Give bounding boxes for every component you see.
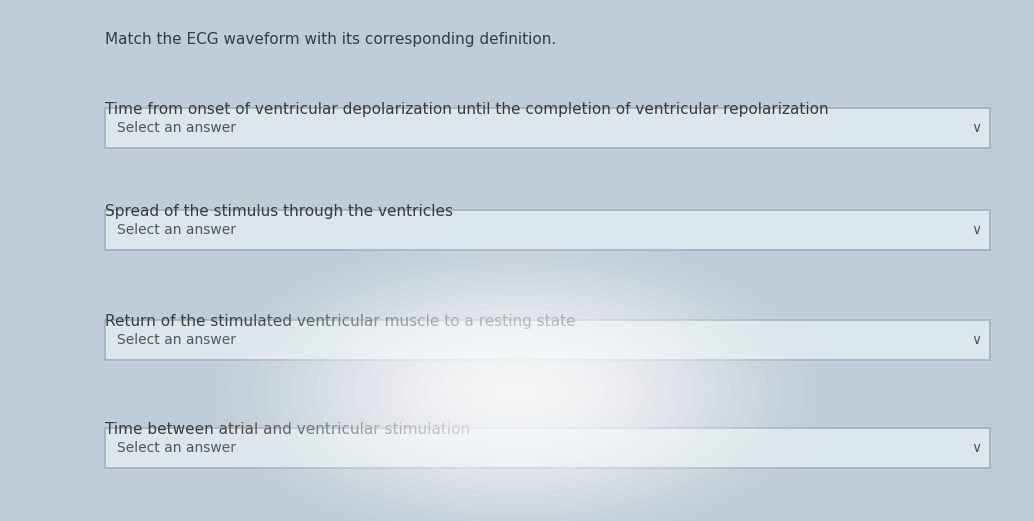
FancyBboxPatch shape (105, 108, 990, 148)
Circle shape (293, 278, 741, 504)
Circle shape (330, 296, 704, 485)
Circle shape (443, 353, 591, 428)
Text: Match the ECG waveform with its corresponding definition.: Match the ECG waveform with its correspo… (105, 32, 556, 47)
Circle shape (317, 290, 717, 491)
Circle shape (367, 315, 667, 466)
FancyBboxPatch shape (105, 210, 990, 250)
Text: Time from onset of ventricular depolarization until the completion of ventricula: Time from onset of ventricular depolariz… (105, 102, 828, 117)
FancyBboxPatch shape (105, 320, 990, 360)
Circle shape (430, 347, 604, 435)
Circle shape (392, 328, 642, 454)
Circle shape (379, 321, 655, 460)
Circle shape (355, 309, 679, 473)
Text: ∨: ∨ (971, 333, 981, 347)
Circle shape (305, 284, 729, 498)
Text: ∨: ∨ (971, 121, 981, 135)
Circle shape (280, 271, 754, 510)
Circle shape (342, 303, 692, 479)
Circle shape (480, 372, 554, 410)
Text: Select an answer: Select an answer (117, 441, 236, 455)
Text: Return of the stimulated ventricular muscle to a resting state: Return of the stimulated ventricular mus… (105, 314, 576, 329)
Circle shape (492, 378, 542, 403)
Circle shape (455, 359, 579, 422)
Circle shape (505, 384, 529, 397)
Text: Select an answer: Select an answer (117, 223, 236, 237)
Text: Time between atrial and ventricular stimulation: Time between atrial and ventricular stim… (105, 422, 470, 437)
Text: ∨: ∨ (971, 441, 981, 455)
Circle shape (467, 366, 567, 416)
Text: ∨: ∨ (971, 223, 981, 237)
Text: Spread of the stimulus through the ventricles: Spread of the stimulus through the ventr… (105, 204, 453, 219)
Text: Select an answer: Select an answer (117, 333, 236, 347)
Circle shape (404, 334, 630, 448)
Circle shape (417, 340, 617, 441)
Circle shape (268, 265, 766, 516)
FancyBboxPatch shape (105, 428, 990, 468)
Text: Select an answer: Select an answer (117, 121, 236, 135)
